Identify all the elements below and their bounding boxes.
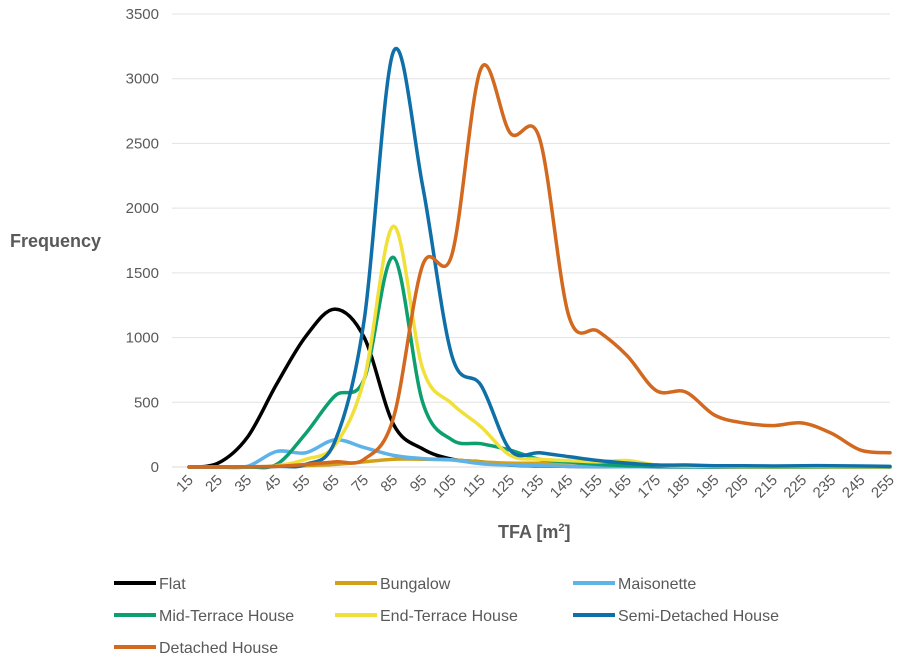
y-tick-label: 0 <box>151 459 159 476</box>
x-axis-title: TFA [m2] <box>498 522 570 542</box>
x-tick-label: 125 <box>488 472 518 502</box>
x-tick-label: 135 <box>518 472 548 502</box>
y-tick-label: 1500 <box>126 265 159 282</box>
y-tick-label: 500 <box>134 394 159 411</box>
x-tick-label: 105 <box>430 472 460 502</box>
series-line-mid-terrace-house <box>187 255 892 470</box>
x-tick-label: 185 <box>664 472 694 502</box>
legend-label-detached-house: Detached House <box>159 640 278 657</box>
y-tick-label: 2500 <box>126 135 159 152</box>
x-tick-label: 155 <box>576 472 606 502</box>
x-tick-label: 25 <box>202 472 226 496</box>
x-tick-label: 115 <box>460 472 489 501</box>
x-axis-ticks: 15 25 35 45 55 65 75 85 95 105 115 125 135 145 155 165 1… <box>173 472 898 502</box>
legend: Flat Bungalow Maisonette Mid-Terrace House E… <box>114 576 779 657</box>
legend-label-mid-terrace-house: Mid-Terrace House <box>159 608 294 625</box>
legend-label-maisonette: Maisonette <box>618 576 696 593</box>
y-tick-label: 1000 <box>126 330 159 347</box>
x-tick-label: 55 <box>290 472 314 496</box>
x-tick-label: 85 <box>377 472 401 496</box>
legend-label-semi-detached-house: Semi-Detached House <box>618 608 779 625</box>
x-tick-label: 75 <box>348 472 372 496</box>
x-tick-label: 15 <box>173 472 197 496</box>
x-tick-label: 165 <box>605 472 635 502</box>
x-tick-label: 95 <box>407 472 431 496</box>
y-axis-title: Frequency <box>10 231 101 251</box>
x-tick-label: 45 <box>261 472 285 496</box>
x-tick-label: 65 <box>319 472 343 496</box>
legend-label-end-terrace-house: End-Terrace House <box>380 608 518 625</box>
legend-label-flat: Flat <box>159 576 186 593</box>
series-line-semi-detached-house <box>187 46 892 469</box>
series-line-flat <box>187 307 892 469</box>
series-line-detached-house <box>187 63 892 469</box>
x-tick-label: 195 <box>693 472 723 502</box>
x-tick-label: 35 <box>231 472 255 496</box>
x-tick-label: 225 <box>780 472 810 502</box>
y-tick-label: 3500 <box>126 6 159 23</box>
x-tick-label: 145 <box>547 472 577 502</box>
series-line-end-terrace-house <box>187 224 892 469</box>
x-tick-label: 175 <box>634 472 664 502</box>
y-axis-ticks: 0 500 1000 1500 2000 2500 3000 3500 <box>126 6 159 476</box>
series-lines <box>187 46 892 470</box>
x-tick-label: 255 <box>868 472 898 502</box>
y-tick-label: 3000 <box>126 71 159 88</box>
x-tick-label: 245 <box>839 472 869 502</box>
x-tick-label: 235 <box>810 472 840 502</box>
legend-label-bungalow: Bungalow <box>380 576 451 593</box>
x-tick-label: 215 <box>751 472 781 502</box>
y-tick-label: 2000 <box>126 200 159 217</box>
gridlines <box>172 13 890 468</box>
x-tick-label: 205 <box>722 472 752 502</box>
